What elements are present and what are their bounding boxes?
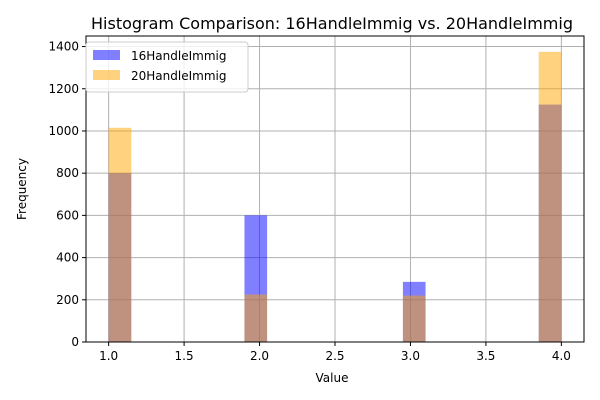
y-tick-label: 400 [56,251,79,265]
x-tick-label: 1.0 [99,349,118,363]
legend-box [85,41,249,93]
y-tick-label: 200 [56,293,79,307]
x-axis-label: Value [316,371,349,385]
legend: 16HandleImmig 20HandleImmig [85,41,249,93]
x-tick-label: 2.5 [325,349,344,363]
bar-20handleimmig-1 [244,294,268,342]
legend-swatch [93,70,120,80]
legend-label: 20HandleImmig [131,69,226,83]
ticks: 1.0 1.5 2.0 2.5 3.0 3.5 4.0 0 200 400 600 800 1000 12… [48,40,570,363]
y-tick-label: 600 [56,208,79,222]
bar-20handleimmig-3 [538,51,562,343]
y-tick-label: 800 [56,166,79,180]
x-tick-label: 2.0 [250,349,269,363]
x-tick-label: 4.0 [552,349,571,363]
bars [108,51,562,343]
x-tick-label: 3.5 [476,349,495,363]
chart-title: Histogram Comparison: 16HandleImmig vs. … [91,14,573,33]
x-tick-label: 3.0 [401,349,420,363]
legend-swatch [93,50,120,60]
x-tick-label: 1.5 [175,349,194,363]
bar-20handleimmig-2 [402,295,426,342]
legend-label: 16HandleImmig [131,49,226,63]
y-tick-label: 1000 [48,124,79,138]
y-axis-label: Frequency [15,158,29,220]
y-tick-label: 1200 [48,82,79,96]
y-tick-label: 1400 [48,40,79,54]
y-tick-label: 0 [71,335,79,349]
bar-20handleimmig-0 [108,127,132,342]
